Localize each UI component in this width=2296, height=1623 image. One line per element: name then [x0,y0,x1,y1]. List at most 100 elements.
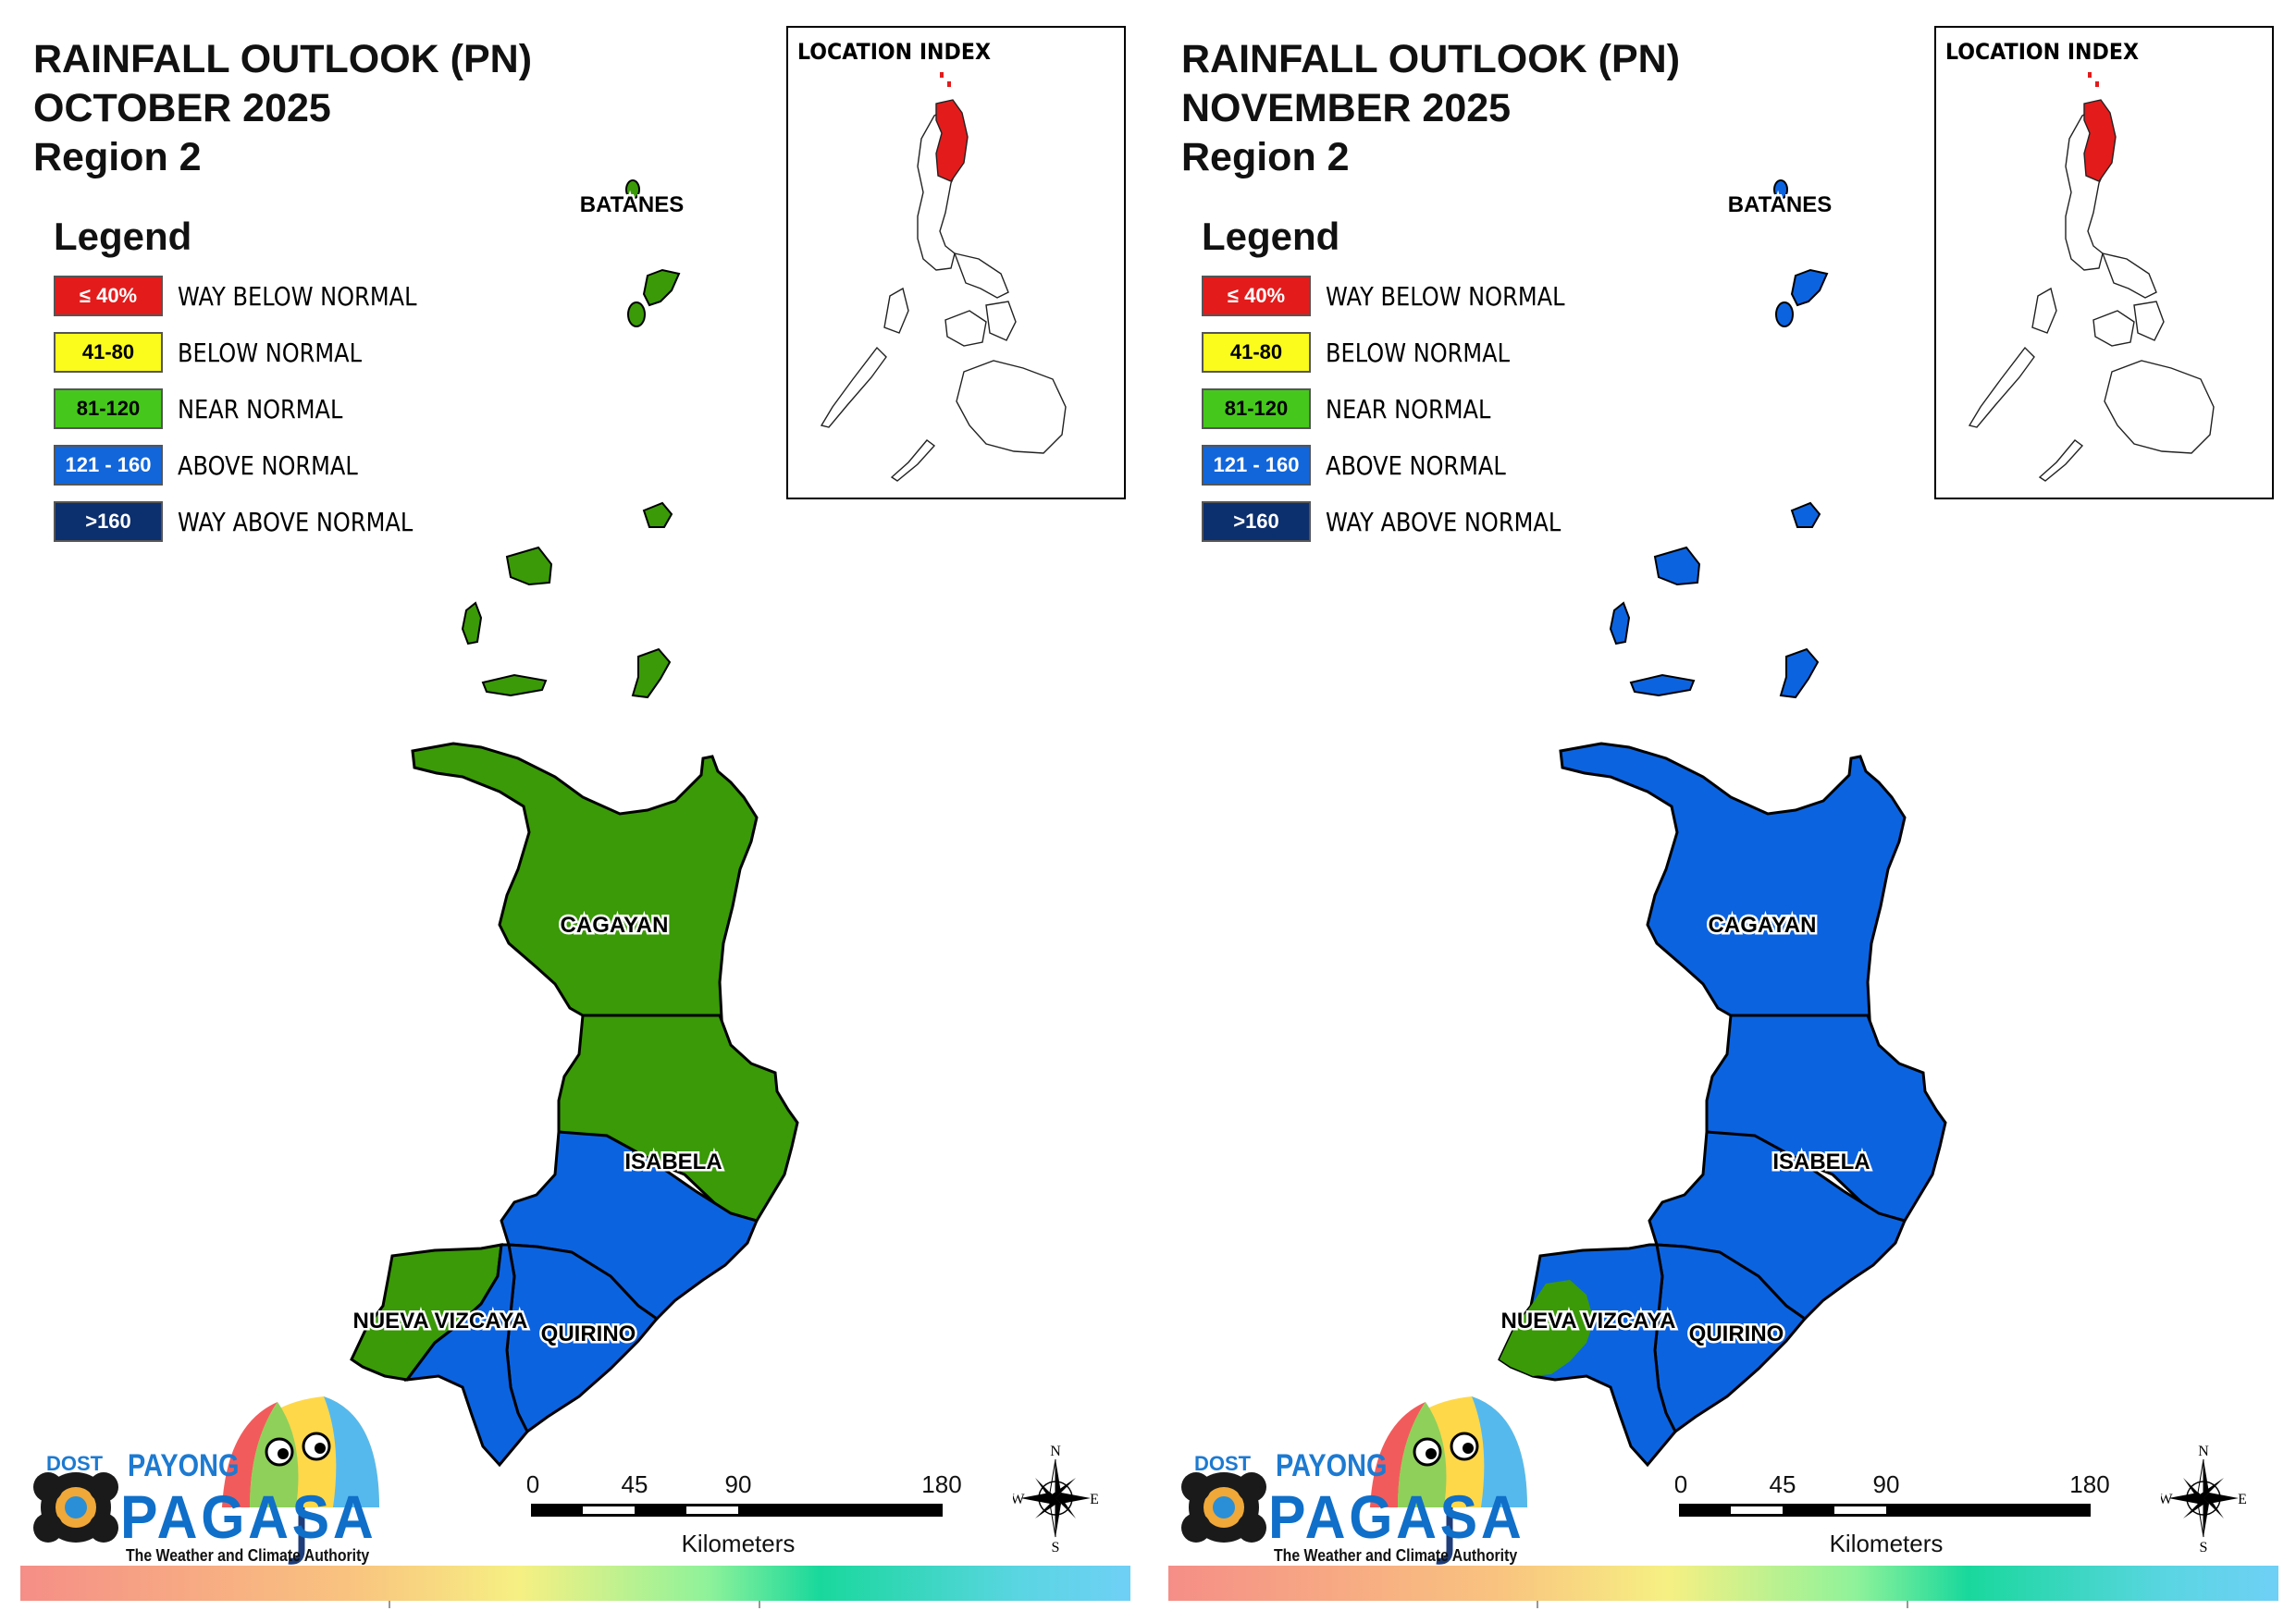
compass-e: E [2238,1492,2246,1507]
batanes-batan-island [642,268,681,307]
scale-unit: Kilometers [1830,1530,1944,1557]
legend-swatch: 41-80 [1202,332,1311,373]
scale-bar: 0 45 90 180 Kilometers [1674,1459,2110,1561]
compass-n: N [1050,1444,1061,1459]
logo-tagline: The Weather and Climate Authority [1274,1546,1518,1565]
isabela-province-north [1705,1014,1947,1223]
umbrella-mascot-icon [1181,1396,1527,1565]
batanes-sabtang-island [627,301,646,327]
title-line-3: Region 2 [33,135,202,179]
province-labels: BATANES CAGAYAN ISABELA NUEVA VIZCAYA QU… [351,191,724,1349]
title-line-1: RAINFALL OUTLOOK (PN) [33,37,533,81]
legend-label: WAY ABOVE NORMAL [178,506,414,537]
label-batanes: BATANES [1728,192,1832,217]
babuyan-islands [461,501,673,699]
mindanao-outline [956,360,1067,454]
sulu-outline [890,439,936,482]
location-index-inset: LOCATION INDEX [1934,26,2274,499]
legend-item-way-below-normal: ≤ 40% WAY BELOW NORMAL [54,274,456,318]
stripe-tick [1537,1601,1538,1608]
umbrella-mascot-icon [33,1396,379,1565]
scale-tick-180: 180 [2069,1470,2109,1498]
legend-label: WAY BELOW NORMAL [178,280,417,312]
legend-label: BELOW NORMAL [178,337,363,368]
bottom-color-stripe [20,1566,1130,1601]
stripe-tick [759,1601,760,1608]
legend-swatch: >160 [54,501,163,542]
mindoro-outline [2031,287,2057,334]
scale-bar-graphic: 0 45 90 180 Kilometers [1674,1470,2110,1557]
logo-tagline: The Weather and Climate Authority [126,1546,370,1565]
dalupiri-island [1609,601,1631,646]
outlook-panel-november: BATANES CAGAYAN ISABELA NUEVA VIZCAYA QU… [1148,0,2296,1623]
legend-label: BELOW NORMAL [1326,337,1511,368]
label-nueva-vizcaya: NUEVA VIZCAYA [353,1309,528,1334]
title-line-1: RAINFALL OUTLOOK (PN) [1181,37,1681,81]
compass-n: N [2198,1444,2209,1459]
cagayan-province [411,742,759,1021]
samar-leyte-outline [985,301,1017,341]
logo-payong-text: PAYONG [128,1448,240,1483]
nueva-vizcaya-province-east [403,1243,529,1468]
legend-label: NEAR NORMAL [1326,393,1491,424]
fuga-island-east [1779,647,1820,699]
legend-label: WAY BELOW NORMAL [1326,280,1565,312]
scale-tick-0: 0 [1675,1470,1687,1498]
bicol-outline [953,252,1009,299]
map-title: RAINFALL OUTLOOK (PN) NOVEMBER 2025 Regi… [1181,35,1680,182]
batanes-itbayat-island [625,179,640,200]
logo-pagasa-text: PAGASA [120,1482,377,1551]
batanes-sabtang-island [1775,301,1794,327]
legend-item-way-below-normal: ≤ 40% WAY BELOW NORMAL [1202,274,1604,318]
legend-item-near-normal: 81-120 NEAR NORMAL [1202,387,1604,431]
legend-item-above-normal: 121 - 160 ABOVE NORMAL [54,443,456,487]
north-arrow-compass-icon: N S E W [2161,1444,2246,1554]
label-isabela: ISABELA [624,1150,722,1174]
compass-w: W [1013,1492,1025,1507]
legend-item-above-normal: 121 - 160 ABOVE NORMAL [1202,443,1604,487]
fuga-island [1629,673,1696,697]
scale-tick-45: 45 [1770,1470,1796,1498]
babuyan-islands [1609,501,1821,699]
scale-tick-180: 180 [921,1470,961,1498]
samar-leyte-outline [2133,301,2165,341]
bicol-outline [2101,252,2157,299]
legend-swatch: 121 - 160 [1202,445,1311,486]
scale-bar: 0 45 90 180 Kilometers [526,1459,962,1561]
inset-title: LOCATION INDEX [1945,39,2139,65]
north-arrow-compass-icon: N S E W [1013,1444,1098,1554]
stripe-tick [1907,1601,1908,1608]
camiguin-island [1790,501,1821,528]
pagasa-logo: DOST PAYONG PAGASA The Weather and Clima… [28,1387,398,1572]
label-quirino: QUIRINO [541,1322,636,1346]
mindoro-outline [883,287,909,334]
region2-map: BATANES CAGAYAN ISABELA NUEVA VIZCAYA QU… [350,179,799,1468]
stripe-tick [389,1601,390,1608]
scale-bar-graphic: 0 45 90 180 Kilometers [526,1470,962,1557]
outlook-panel-october: BATANES CAGAYAN ISABELA NUEVA VIZCAYA QU… [20,26,1130,1608]
title-line-2: OCTOBER 2025 [33,86,331,130]
batanes-islands [625,179,681,327]
legend-heading: Legend [1202,215,1340,258]
title-line-3: Region 2 [1181,135,1350,179]
sulu-outline [2038,439,2084,482]
compass-w: W [2161,1492,2173,1507]
logo-dost-text: DOST [1194,1452,1252,1475]
philippines-outline-map [1968,72,2215,482]
label-quirino: QUIRINO [1689,1322,1784,1346]
legend: Legend ≤ 40% WAY BELOW NORMAL 41-80 BELO… [1202,215,1604,556]
logo-dost-text: DOST [46,1452,104,1475]
fuga-island [481,673,548,697]
dalupiri-island [461,601,483,646]
philippines-outline-map [820,72,1067,482]
batanes-islands [1773,179,1829,327]
batanes-highlight [2088,72,2099,87]
compass-s: S [2200,1540,2208,1554]
compass-s: S [1052,1540,1060,1554]
legend-swatch: 121 - 160 [54,445,163,486]
logo-payong-text: PAYONG [1276,1448,1388,1483]
legend-heading: Legend [54,215,192,258]
map-title: RAINFALL OUTLOOK (PN) OCTOBER 2025 Regio… [33,35,532,182]
scale-tick-0: 0 [527,1470,539,1498]
legend-swatch: >160 [1202,501,1311,542]
